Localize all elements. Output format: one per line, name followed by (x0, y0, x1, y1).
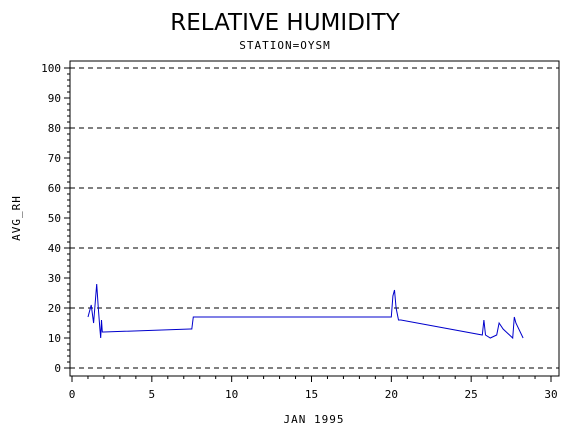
y-tick-label-10: 10 (48, 332, 61, 345)
y-tick-label-60: 60 (48, 182, 61, 195)
series-line-avg-rh (87, 283, 524, 340)
y-tick-label-20: 20 (48, 302, 61, 315)
x-axis: 0 5 10 15 20 25 30 (69, 376, 558, 401)
y-tick-label-0: 0 (54, 362, 61, 375)
plot-frame (69, 60, 560, 377)
x-tick-label-5: 5 (149, 388, 156, 401)
x-tick-label-10: 10 (225, 388, 238, 401)
y-tick-label-30: 30 (48, 272, 61, 285)
y-tick-label-80: 80 (48, 122, 61, 135)
y-axis-label: AVG_RH (10, 195, 23, 241)
x-tick-label-30: 30 (544, 388, 557, 401)
gridlines (70, 67, 559, 369)
x-axis-label: JAN 1995 (284, 413, 345, 426)
y-tick-label-40: 40 (48, 242, 61, 255)
chart-title: RELATIVE HUMIDITY (170, 10, 401, 36)
y-axis: 0 10 20 30 40 50 60 70 80 90 100 (41, 62, 70, 375)
y-tick-label-90: 90 (48, 92, 61, 105)
x-tick-label-25: 25 (465, 388, 478, 401)
y-tick-label-70: 70 (48, 152, 61, 165)
y-tick-label-50: 50 (48, 212, 61, 225)
chart-subtitle: STATION=OYSM (239, 39, 330, 52)
y-tick-label-100: 100 (41, 62, 61, 75)
x-tick-label-20: 20 (385, 388, 398, 401)
x-tick-label-15: 15 (305, 388, 318, 401)
x-tick-label-0: 0 (69, 388, 76, 401)
